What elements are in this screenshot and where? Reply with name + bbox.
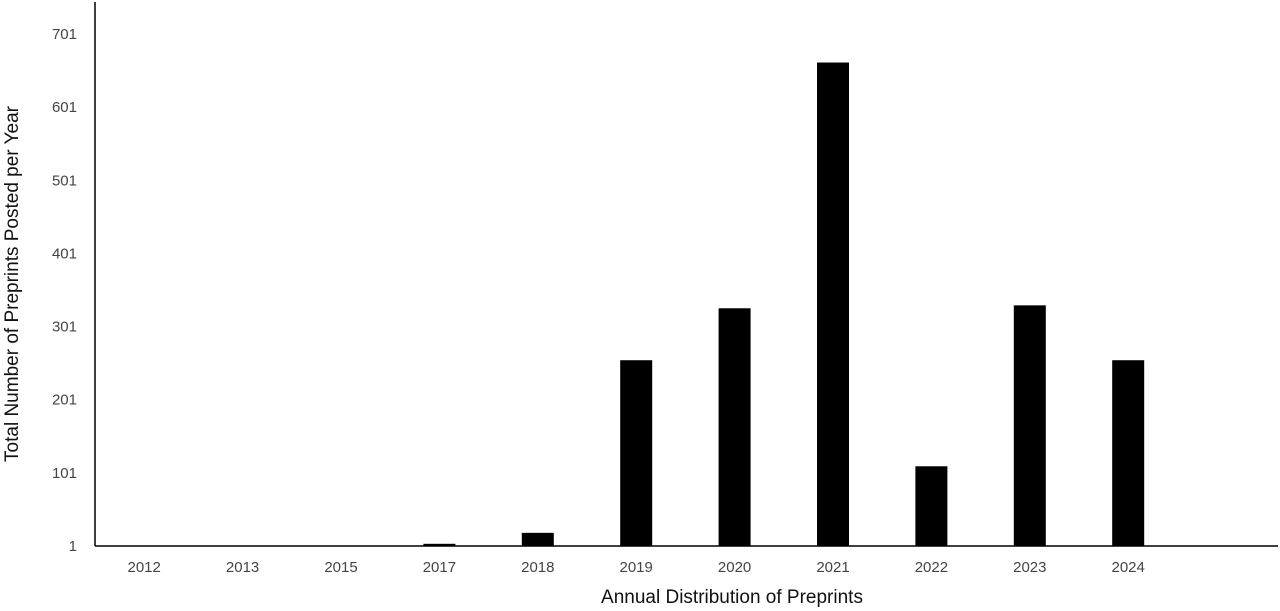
x-tick-label: 2023 [1013,559,1046,576]
y-tick-label: 101 [52,465,77,482]
x-tick-label: 2012 [128,559,161,576]
x-tick-label: 2018 [521,559,554,576]
bar-2017 [423,543,456,546]
bar-2023 [1013,305,1046,546]
bars-group [423,62,1145,546]
bar-2024 [1112,360,1145,546]
x-tick-label: 2022 [915,559,948,576]
x-tick-label: 2019 [620,559,653,576]
x-axis-title: Annual Distribution of Preprints [601,587,863,608]
x-tick-label: 2024 [1112,559,1145,576]
x-tick-label: 2021 [816,559,849,576]
bar-2021 [817,62,849,546]
y-tick-label: 201 [52,392,77,409]
y-tick-label: 501 [52,172,77,189]
bar-2019 [620,360,653,546]
y-tick-label: 401 [52,245,77,262]
y-tick-label: 301 [52,319,77,336]
bar-2018 [521,532,554,546]
x-tick-labels: 2012 2013 2015 2017 2018 2019 2020 2021 2022 2023… [128,559,1145,576]
y-axis-title: Total Number of Preprints Posted per Yea… [2,105,23,462]
x-tick-label: 2015 [324,559,357,576]
x-tick-label: 2017 [423,559,456,576]
bar-2020 [718,308,751,546]
bar-2022 [915,466,948,546]
y-tick-labels: 1 101 201 301 401 501 601 701 [52,26,77,555]
x-tick-label: 2020 [718,559,751,576]
y-tick-label: 701 [52,26,77,43]
y-tick-label: 1 [69,538,77,555]
x-tick-label: 2013 [226,559,259,576]
y-tick-label: 601 [52,99,77,116]
